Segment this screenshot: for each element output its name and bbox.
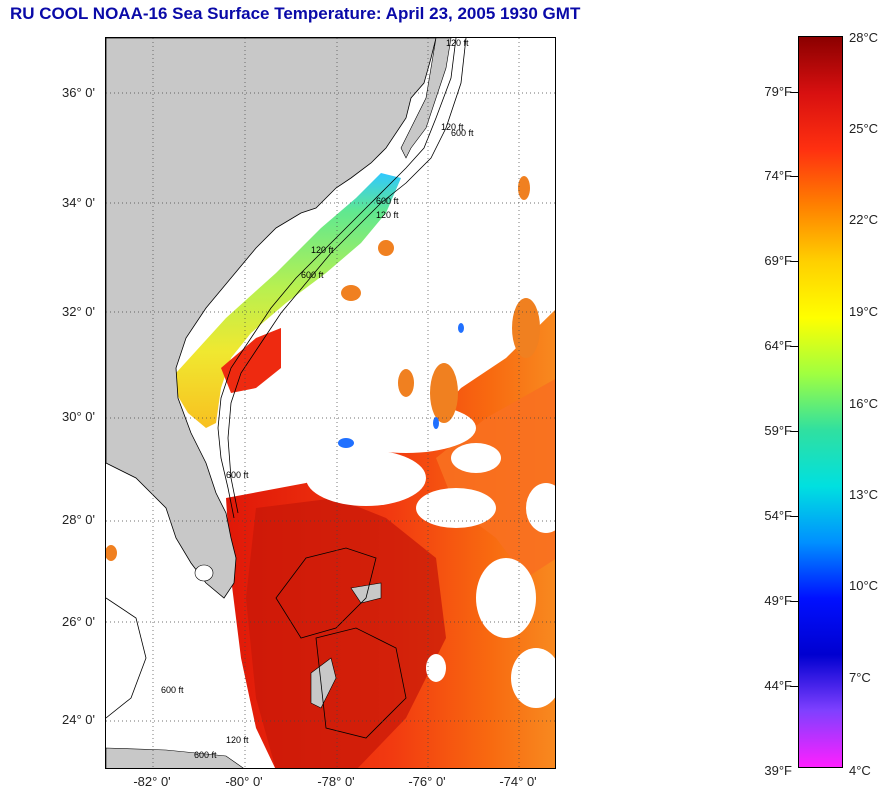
celsius-label: 16°C xyxy=(849,396,879,411)
cool-flecks xyxy=(338,323,464,448)
fahrenheit-label: 74°F xyxy=(764,168,792,183)
celsius-label: 25°C xyxy=(849,121,879,136)
colorbar-tick xyxy=(790,601,798,602)
fahrenheit-label: 54°F xyxy=(764,508,792,523)
fahrenheit-label: 44°F xyxy=(764,678,792,693)
cloud-patches xyxy=(306,403,555,708)
latitude-label: 26° 0' xyxy=(62,614,95,629)
fahrenheit-label: 59°F xyxy=(764,423,792,438)
fahrenheit-label: 69°F xyxy=(764,253,792,268)
fahrenheit-label: 49°F xyxy=(764,593,792,608)
latitude-label: 30° 0' xyxy=(62,409,95,424)
celsius-label: 7°C xyxy=(849,670,871,685)
map-title: RU COOL NOAA-16 Sea Surface Temperature:… xyxy=(10,4,581,23)
colorbar-tick xyxy=(790,686,798,687)
contour-label: 600 ft xyxy=(161,685,184,695)
longitude-label: -76° 0' xyxy=(408,774,446,789)
temperature-colorbar xyxy=(798,36,843,768)
colorbar-tick xyxy=(790,261,798,262)
celsius-label: 19°C xyxy=(849,304,879,319)
longitude-label: -82° 0' xyxy=(133,774,171,789)
contour-label: 600 ft xyxy=(451,128,474,138)
contour-label: 600 ft xyxy=(194,750,217,760)
longitude-label: -78° 0' xyxy=(317,774,355,789)
fahrenheit-label: 39°F xyxy=(764,763,792,778)
latitude-label: 34° 0' xyxy=(62,195,95,210)
contour-label: 120 ft xyxy=(226,735,249,745)
latitude-label: 36° 0' xyxy=(62,85,95,100)
map-svg: 120 ft 600 ft 120 ft 600 ft 120 ft 600 f… xyxy=(106,38,555,768)
contour-label: 120 ft xyxy=(446,38,469,48)
warm-filament xyxy=(221,328,281,393)
colorbar-tick xyxy=(790,346,798,347)
contour-label: 600 ft xyxy=(301,270,324,280)
scattered-sst-patches xyxy=(106,176,540,561)
bahamas-andros xyxy=(310,657,337,709)
latitude-label: 28° 0' xyxy=(62,512,95,527)
deep-warm-water xyxy=(246,498,446,768)
cuba-landmass xyxy=(106,747,244,768)
colorbar-tick xyxy=(790,516,798,517)
celsius-label: 10°C xyxy=(849,578,879,593)
sst-map: 120 ft 600 ft 120 ft 600 ft 120 ft 600 f… xyxy=(105,37,556,769)
contour-labels: 120 ft 600 ft 120 ft 600 ft 120 ft 600 f… xyxy=(161,38,474,760)
contour-label: 600 ft xyxy=(226,470,249,480)
longitude-label: -74° 0' xyxy=(499,774,537,789)
colorbar-tick xyxy=(790,431,798,432)
latitude-label: 24° 0' xyxy=(62,712,95,727)
colorbar-tick xyxy=(790,176,798,177)
fahrenheit-label: 79°F xyxy=(764,84,792,99)
contour-label: 120 ft xyxy=(376,210,399,220)
fahrenheit-label: 64°F xyxy=(764,338,792,353)
lake-okeechobee xyxy=(194,564,214,582)
latitude-label: 32° 0' xyxy=(62,304,95,319)
bahamas-grand xyxy=(350,582,382,604)
contour-label: 600 ft xyxy=(376,196,399,206)
warm-water-orange xyxy=(436,379,555,578)
celsius-label: 22°C xyxy=(849,212,879,227)
celsius-label: 28°C xyxy=(849,30,879,45)
contour-label: 120 ft xyxy=(441,122,464,132)
celsius-label: 13°C xyxy=(849,487,879,502)
celsius-label: 4°C xyxy=(849,763,871,778)
contour-label: 120 ft xyxy=(311,245,334,255)
outer-banks xyxy=(400,38,452,159)
longitude-label: -80° 0' xyxy=(225,774,263,789)
bathymetry-contours xyxy=(106,38,467,739)
colorbar-tick xyxy=(790,92,798,93)
shelf-water xyxy=(176,173,401,428)
